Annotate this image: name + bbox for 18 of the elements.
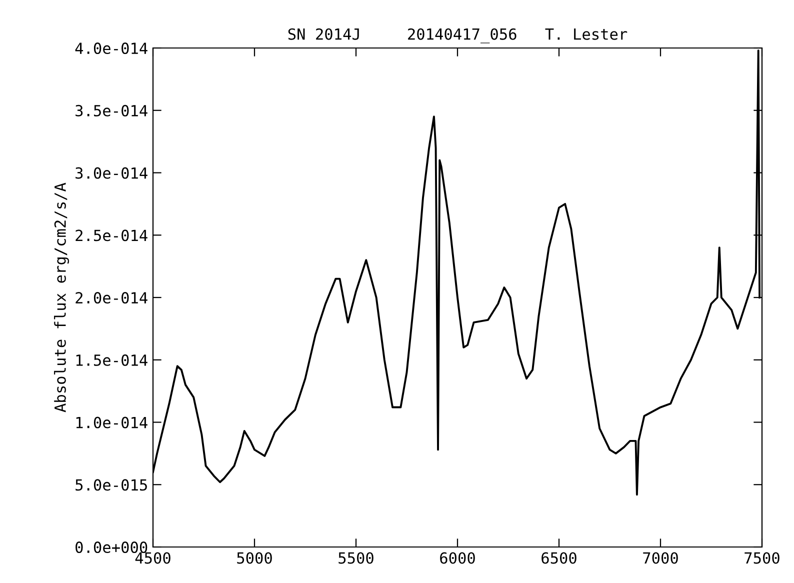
x-tick-label: 7500: [744, 552, 780, 564]
y-tick-label: 3.5e-014: [76, 104, 148, 116]
chart-title: SN 2014J 20140417_056 T. Lester: [288, 28, 628, 44]
y-tick-label: 2.0e-014: [76, 292, 148, 304]
x-tick-label: 7000: [643, 552, 678, 564]
x-tick-label: 5000: [237, 552, 272, 564]
x-tick-label: 6000: [440, 552, 475, 564]
y-tick-label: 2.5e-014: [76, 230, 148, 242]
y-tick-label: 3.0e-014: [76, 167, 148, 179]
y-tick-label: 1.5e-014: [76, 354, 148, 366]
y-tick-label: 4.0e-014: [75, 42, 148, 54]
y-tick-label: 0.0e+000: [76, 542, 148, 554]
y-axis-title: Absolute flux erg/cm2/s/A: [54, 182, 69, 412]
y-tick-label: 5.0e-015: [76, 479, 147, 491]
x-tick-label: 6500: [542, 552, 576, 564]
x-tick-label: 5500: [338, 552, 374, 564]
y-tick-label: 1.0e-014: [76, 416, 148, 428]
x-tick-label: 4500: [135, 552, 170, 564]
